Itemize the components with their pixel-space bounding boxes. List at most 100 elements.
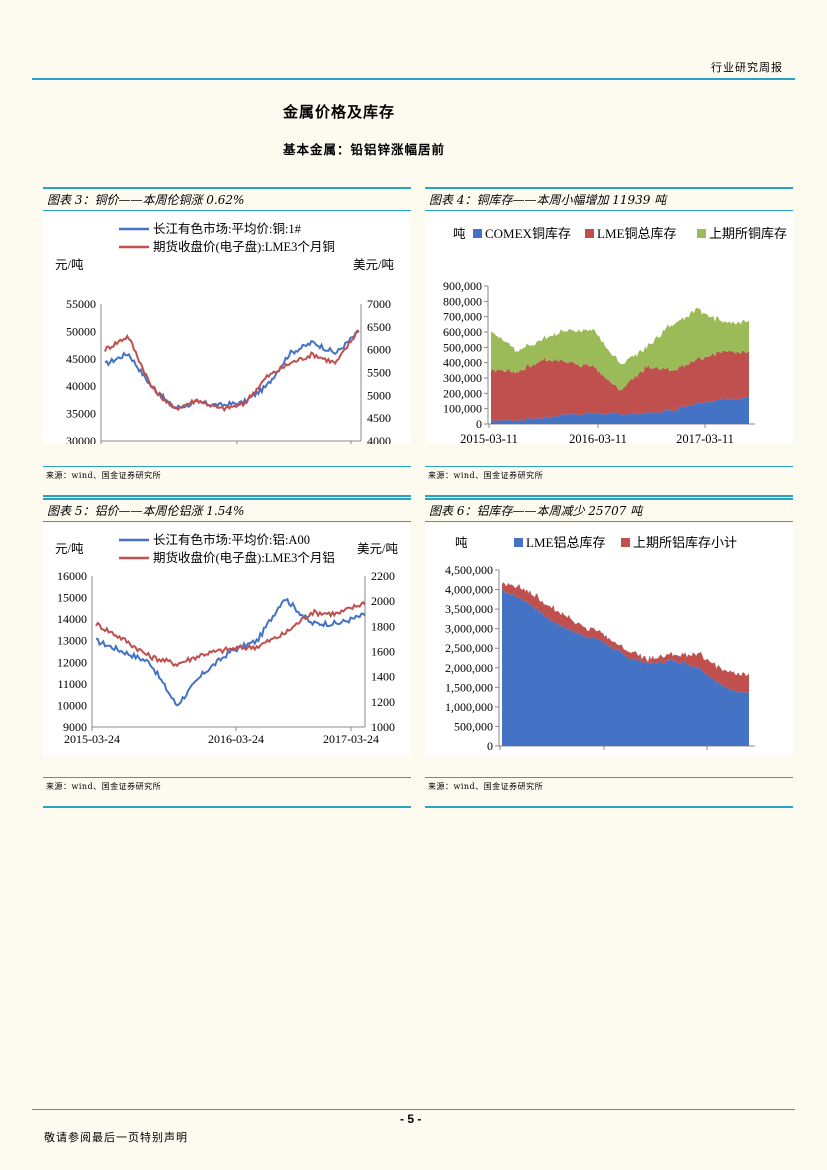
left-tick-label: 40000 [66,379,96,393]
series-line-2 [104,329,360,413]
y-tick-label: 3,000,000 [445,622,493,636]
right-tick-label: 4500 [367,411,391,425]
y-tick-label: 800,000 [443,294,482,308]
left-tick-label: 10000 [57,698,87,712]
legend-label: COMEX铜库存 [485,226,571,241]
right-tick-label: 1600 [371,645,395,659]
figure-title: 图表 5：铝价——本周伦铝涨 1.54% [47,504,245,518]
series-area-3 [491,307,749,391]
left-tick-label: 9000 [63,720,87,734]
right-unit-label: 美元/吨 [353,258,394,272]
copper-price-chart: 55000 50000 45000 40000 35000 30000 7000 6500 60… [55,221,394,444]
series-line-1 [104,330,360,410]
right-tick-label: 5000 [367,388,391,402]
right-tick-label: 2000 [371,594,395,608]
chart-area: 55000 50000 45000 40000 35000 30000 7000 6500 60… [43,212,411,444]
left-unit-label: 元/吨 [55,258,84,272]
right-tick-label: 1200 [371,695,395,709]
legend-swatch [473,229,482,238]
series-area-2 [491,350,749,422]
legend-label: 长江有色市场:平均价:铝:A00 [153,532,310,547]
x-tick-label: 2016-03-11 [569,432,627,444]
x-tick-label: 2017-03-11 [676,432,734,444]
right-unit-label: 美元/吨 [357,542,398,556]
right-tick-label: 2200 [371,569,395,583]
chart-area: 900,000 800,000 700,000 600,000 500,000 400,0… [425,212,793,444]
left-tick-label: 45000 [66,352,96,366]
legend-swatch [585,229,594,238]
x-tick-label: 2015-03-10 [471,754,529,755]
right-tick-label: 1400 [371,670,395,684]
y-tick-label: 600,000 [443,325,482,339]
y-tick-label: 1,500,000 [445,680,493,694]
left-tick-label: 55000 [66,297,96,311]
legend-swatch [621,538,630,547]
chart-area: 4,500,000 4,000,000 3,500,000 3,000,000 2,50… [425,523,793,755]
y-tick-label: 4,000,000 [445,583,493,597]
legend-label: 上期所铜库存 [709,226,787,241]
chart-area: 16000 15000 14000 13000 12000 11000 10000 9000 2… [43,523,411,755]
figure-title: 图表 3：铜价——本周伦铜涨 0.62% [47,193,245,207]
series-line-2 [95,600,366,668]
figure-source: 来源：wind、国金证券研究所 [428,471,544,480]
legend-label: LME铝总库存 [526,535,605,550]
sub-title: 基本金属：铅铝锌涨幅居前 [283,142,446,157]
y-tick-label: 500,000 [443,340,482,354]
y-tick-label: 1,000,000 [445,700,493,714]
x-tick-label: 2016-03-10 [575,754,633,755]
aluminum-inventory-chart: 4,500,000 4,000,000 3,500,000 3,000,000 2,50… [445,535,755,755]
footer-rule [32,1109,795,1110]
y-tick-label: 4,500,000 [445,563,493,577]
legend-label: 期货收盘价(电子盘):LME3个月铜 [153,239,335,254]
y-tick-label: 300,000 [443,371,482,385]
series-area-1 [502,589,749,746]
y-tick-label: 400,000 [443,356,482,370]
left-tick-label: 13000 [57,634,87,648]
x-tick-label: 2017-03-10 [678,754,736,755]
series-line-1 [95,597,366,707]
y-tick-label: 900,000 [443,279,482,293]
right-tick-label: 4000 [367,434,391,444]
aluminum-price-chart: 1600015000140001300012000110001000090002… [55,532,398,746]
legend-label: 长江有色市场:平均价:铜:1# [153,221,302,236]
left-tick-label: 11000 [57,677,87,691]
left-tick-label: 14000 [57,612,87,626]
left-tick-label: 12000 [57,655,87,669]
right-tick-label: 7000 [367,297,391,311]
left-tick-label: 16000 [57,569,87,583]
right-tick-label: 1000 [371,720,395,734]
y-tick-label: 2,500,000 [445,641,493,655]
figure-title: 图表 6：铝库存——本周减少 25707 吨 [429,504,643,518]
right-tick-label: 5500 [367,366,391,380]
left-tick-label: 30000 [66,434,96,444]
figure-source: 来源：wind、国金证券研究所 [428,782,544,791]
series-area-1 [491,395,749,424]
y-tick-label: 0 [476,417,482,431]
y-tick-label: 2,000,000 [445,661,493,675]
right-tick-label: 6500 [367,320,391,334]
report-type-label: 行业研究周报 [711,61,783,74]
legend-label: 期货收盘价(电子盘):LME3个月铝 [153,550,335,565]
x-tick-label: 2015-03-11 [460,432,518,444]
header-rule [32,78,795,80]
unit-label: 吨 [453,227,466,241]
right-tick-label: 6000 [367,343,391,357]
unit-label: 吨 [455,536,468,550]
left-tick-label: 35000 [66,407,96,421]
x-tick-label: 2017-03-24 [323,732,379,746]
legend-swatch [514,538,523,547]
y-tick-label: 700,000 [443,310,482,324]
y-tick-label: 200,000 [443,386,482,400]
figure-title: 图表 4：铜库存——本周小幅增加 11939 吨 [429,193,667,207]
left-unit-label: 元/吨 [55,542,84,556]
page-number: - 5 - [400,1112,422,1126]
x-tick-label: 2015-03-24 [64,732,120,746]
legend-label: LME铜总库存 [597,226,676,241]
x-tick-label: 2016-03-24 [208,732,264,746]
left-tick-label: 15000 [57,591,87,605]
left-tick-label: 50000 [66,324,96,338]
right-tick-label: 1800 [371,619,395,633]
legend-label: 上期所铝库存小计 [633,535,737,550]
series-area-2 [502,582,749,694]
